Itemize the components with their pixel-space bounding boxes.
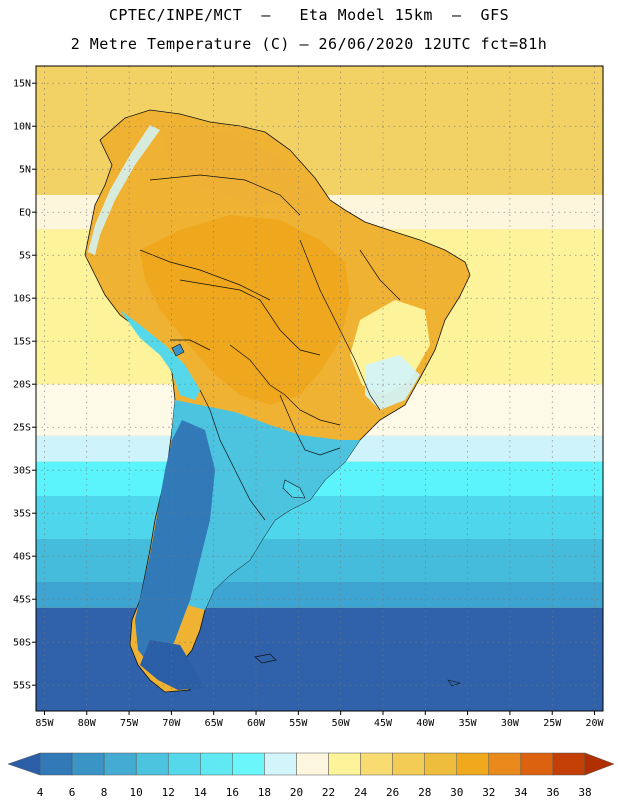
longitude-labels: 85W 80W 75W 70W 65W 60W 55W 50W 45W 40W 35W 30W 25W 2…: [35, 718, 604, 729]
colorbar-level-label: 28: [418, 786, 431, 799]
ocean-band-8: [36, 582, 603, 608]
northern-warm-area: [160, 125, 310, 205]
lon-label: 65W: [205, 718, 224, 729]
colorbar-level-label: 6: [69, 786, 76, 799]
colorbar-level-label: 8: [101, 786, 108, 799]
colorbar-level-label: 18: [258, 786, 271, 799]
latitude-labels: 15N 10N 5N EQ 5S 10S 15S 20S 25S 30S 35S 40S 45S 50S 5…: [13, 79, 31, 692]
colorbar-level-label: 12: [162, 786, 175, 799]
south-georgia: [447, 679, 462, 687]
southeast-brazil-cool-patch: [365, 355, 420, 410]
lat-label: 15S: [13, 337, 31, 348]
lat-label: 5S: [19, 251, 31, 262]
colorbar-level-label: 38: [578, 786, 591, 799]
lat-label: 40S: [13, 552, 31, 563]
colorbar-swatch: [296, 752, 329, 776]
andes-central-cool: [120, 310, 200, 400]
lat-label: 10N: [13, 122, 31, 133]
lon-label: 85W: [35, 718, 54, 729]
ocean-band-6: [36, 496, 603, 539]
colorbar-level-label: 24: [354, 786, 368, 799]
lat-label: 15N: [13, 79, 31, 90]
lat-label: 20S: [13, 380, 31, 391]
lon-label: 75W: [120, 718, 139, 729]
lon-label: 30W: [501, 718, 520, 729]
colorbar-level-label: 26: [386, 786, 399, 799]
colorbar-level-label: 34: [514, 786, 528, 799]
colorbar-swatches: [7, 752, 615, 776]
ocean-band-7: [36, 539, 603, 582]
colorbar-level-label: 4: [37, 786, 44, 799]
lat-label: EQ: [19, 208, 31, 219]
map-title: CPTEC/INPE/MCT – Eta Model 15km – GFS: [108, 6, 510, 24]
colorbar-swatch: [552, 752, 586, 776]
colorbar-swatch: [360, 752, 393, 776]
colorbar-swatch-lower-extension: [7, 752, 41, 776]
lat-label: 25S: [13, 423, 31, 434]
lon-label: 70W: [162, 718, 181, 729]
andes-north-cool: [88, 125, 160, 255]
colorbar-level-label: 32: [482, 786, 495, 799]
lat-label: 35S: [13, 509, 31, 520]
lon-label: 80W: [78, 718, 97, 729]
lake-titicaca: [171, 343, 185, 357]
lon-label: 25W: [543, 718, 562, 729]
map-frame: [35, 65, 604, 712]
lat-label: 45S: [13, 595, 31, 606]
colorbar-swatch: [424, 752, 458, 776]
lon-label: 60W: [247, 718, 266, 729]
colorbar-swatch: [200, 752, 233, 776]
patagonia-cold: [135, 420, 215, 665]
lon-label: 35W: [459, 718, 478, 729]
colorbar-level-label: 22: [322, 786, 335, 799]
lon-label: 50W: [332, 718, 351, 729]
colorbar-level-label: 10: [130, 786, 143, 799]
lon-label: 55W: [289, 718, 308, 729]
colorbar-swatch: [39, 752, 73, 776]
lat-label: 10S: [13, 294, 31, 305]
colorbar-swatch-upper-extension: [584, 752, 615, 776]
colorbar-swatch: [520, 752, 554, 776]
colorbar-swatch: [456, 752, 490, 776]
colorbar-swatch: [103, 752, 137, 776]
colorbar-swatch: [135, 752, 169, 776]
colorbar-level-label: 16: [226, 786, 239, 799]
land-temperature-layer: [84, 109, 471, 693]
colorbar-swatch: [328, 752, 361, 776]
country-borders: [139, 174, 401, 521]
lon-label: 45W: [374, 718, 393, 729]
colorbar-level-label: 20: [290, 786, 303, 799]
tierra-del-fuego-cold: [140, 640, 205, 690]
lat-lon-grid: [32, 66, 603, 715]
lon-label: 20W: [586, 718, 605, 729]
lon-label: 40W: [416, 718, 435, 729]
colorbar-swatch: [264, 752, 297, 776]
colorbar-level-label: 36: [546, 786, 559, 799]
colorbar-swatch: [167, 752, 201, 776]
colorbar-swatch: [488, 752, 522, 776]
lat-label: 30S: [13, 466, 31, 477]
amazon-warm-core: [140, 215, 350, 405]
colorbar-level-label: 30: [450, 786, 463, 799]
colorbar-swatch: [392, 752, 425, 776]
colorbar-swatch: [232, 752, 265, 776]
map-subtitle: 2 Metre Temperature (C) – 26/06/2020 12U…: [70, 35, 548, 53]
falkland-islands: [254, 653, 277, 664]
ocean-band-9: [36, 607, 603, 711]
lat-label: 5N: [19, 165, 31, 176]
colorbar-swatch: [71, 752, 105, 776]
colorbar-labels: 4 6 8 10 12 14 16 18 20 22 24 26 28 30 32 34 36 38: [37, 786, 592, 799]
temperature-map: 15N 10N 5N EQ 5S 10S 15S 20S 25S 30S 35S 40S 45S 50S 5…: [13, 65, 605, 729]
lat-label: 50S: [13, 638, 31, 649]
lat-label: 55S: [13, 681, 31, 692]
colorbar-level-label: 14: [194, 786, 208, 799]
lagoa-dos-patos: [282, 479, 306, 499]
